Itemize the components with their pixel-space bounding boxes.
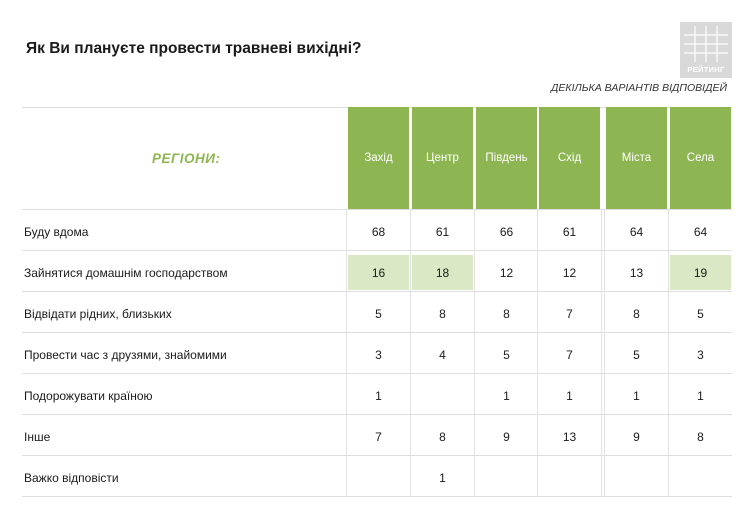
page-title: Як Ви плануєте провести травневі вихідні… xyxy=(26,40,362,57)
table-cell: 7 xyxy=(566,306,573,321)
row-label: Буду вдома xyxy=(24,225,89,239)
table-cell: 8 xyxy=(503,306,510,321)
table-cell: 1 xyxy=(375,388,382,403)
grid-line xyxy=(22,455,732,456)
table-cell xyxy=(539,460,600,495)
rating-logo: РЕЙТИНГ xyxy=(680,22,732,78)
table-cell: 18 xyxy=(412,255,473,290)
table-cell: 66 xyxy=(499,224,514,239)
table-cell: 9 xyxy=(503,429,510,444)
table-cell: 5 xyxy=(375,306,382,321)
table-cell xyxy=(476,460,537,495)
logo-brand-text: РЕЙТИНГ xyxy=(687,65,725,74)
grid-line xyxy=(537,209,538,496)
answer-note: ДЕКІЛЬКА ВАРІАНТІВ ВІДПОВІДЕЙ xyxy=(551,82,727,94)
table-cell: 1 xyxy=(439,470,446,485)
column-header: Центр xyxy=(412,107,473,209)
table-cell: 5 xyxy=(697,306,704,321)
logo-grid-icon xyxy=(684,26,728,62)
table-cell: 7 xyxy=(375,429,382,444)
grid-line xyxy=(346,209,347,496)
table-cell: 16 xyxy=(348,255,409,290)
grid-line xyxy=(410,209,411,496)
row-label: Провести час з друзями, знайомими xyxy=(24,348,227,362)
table-cell: 64 xyxy=(629,224,644,239)
table-cell: 64 xyxy=(693,224,708,239)
grid-line xyxy=(22,250,732,251)
table-cell: 1 xyxy=(503,388,510,403)
grid-line xyxy=(22,332,732,333)
table-cell: 4 xyxy=(439,347,446,362)
row-label: Зайнятися домашнім господарством xyxy=(24,266,228,280)
table-cell: 9 xyxy=(633,429,640,444)
row-label: Інше xyxy=(24,430,51,444)
table-cell xyxy=(606,460,667,495)
table-cell: 19 xyxy=(670,255,731,290)
column-header: Південь xyxy=(476,107,537,209)
table-cell: 3 xyxy=(697,347,704,362)
grid-line xyxy=(22,373,732,374)
grid-line xyxy=(474,209,475,496)
table-cell: 1 xyxy=(633,388,640,403)
row-label: Важко відповісти xyxy=(24,471,119,485)
grid-line xyxy=(604,209,605,496)
table-cell: 1 xyxy=(697,388,704,403)
table-cell: 68 xyxy=(371,224,386,239)
table-cell: 12 xyxy=(499,265,514,280)
grid-line xyxy=(22,496,732,497)
table-cell: 12 xyxy=(562,265,577,280)
column-header: Захід xyxy=(348,107,409,209)
column-header: Міста xyxy=(606,107,667,209)
row-label: Подорожувати країною xyxy=(24,389,153,403)
table-cell: 5 xyxy=(633,347,640,362)
grid-line xyxy=(668,209,669,496)
table-cell xyxy=(412,378,473,413)
table-cell: 61 xyxy=(435,224,450,239)
grid-line xyxy=(601,209,602,496)
table-cell: 8 xyxy=(633,306,640,321)
table-cell xyxy=(670,460,731,495)
column-header: Схід xyxy=(539,107,600,209)
table-cell: 13 xyxy=(629,265,644,280)
table-cell: 1 xyxy=(566,388,573,403)
table-cell: 3 xyxy=(375,347,382,362)
column-header: Села xyxy=(670,107,731,209)
row-label: Відвідати рідних, близьких xyxy=(24,307,172,321)
table-cell: 8 xyxy=(439,429,446,444)
grid-line xyxy=(22,291,732,292)
table-cell: 8 xyxy=(439,306,446,321)
table-cell: 5 xyxy=(503,347,510,362)
table-cell: 7 xyxy=(566,347,573,362)
table-cell: 13 xyxy=(562,429,577,444)
regions-header: РЕГІОНИ: xyxy=(152,151,221,166)
table-cell: 61 xyxy=(562,224,577,239)
table-cell: 8 xyxy=(697,429,704,444)
grid-line xyxy=(22,414,732,415)
table-cell xyxy=(348,460,409,495)
grid-line xyxy=(22,209,732,210)
